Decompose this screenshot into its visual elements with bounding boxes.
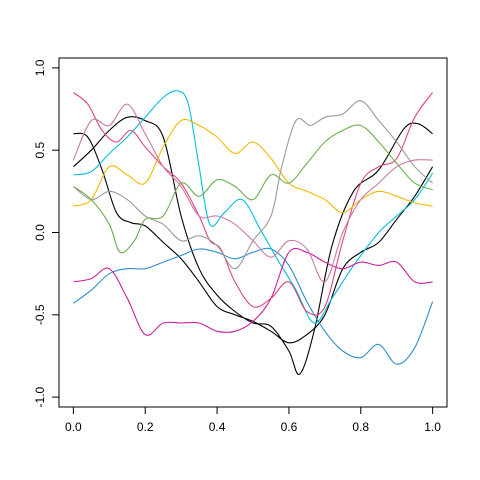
- series-line-6: [73, 92, 434, 316]
- series-line-3: [73, 90, 434, 324]
- y-tick-label: 0.0: [33, 224, 47, 241]
- series-line-5: [73, 247, 433, 336]
- series-line-7: [73, 118, 433, 214]
- x-tick-label: 0.0: [65, 420, 82, 434]
- y-tick-label: 1.0: [33, 59, 47, 76]
- y-tick-label: 0.5: [33, 142, 47, 159]
- series-line-4: [73, 247, 434, 365]
- series-line-9: [73, 100, 433, 270]
- series-line-1: [73, 116, 433, 375]
- x-axis: 0.0 0.2 0.4 0.6 0.8 1.0: [65, 406, 441, 434]
- plot-frame: [58, 57, 448, 408]
- x-tick-label: 1.0: [424, 420, 441, 434]
- y-tick-label: -1.0: [33, 386, 47, 407]
- series-group: [72, 90, 434, 375]
- x-tick-label: 0.4: [209, 420, 226, 434]
- x-tick-label: 0.6: [281, 420, 298, 434]
- series-line-8: [73, 124, 433, 254]
- x-tick-label: 0.8: [352, 420, 369, 434]
- series-line-2: [73, 132, 434, 344]
- y-tick-label: -0.5: [33, 304, 47, 325]
- series-line-10: [72, 103, 433, 283]
- y-axis: -1.0 -0.5 0.0 0.5 1.0: [33, 59, 60, 407]
- x-tick-label: 0.2: [137, 420, 154, 434]
